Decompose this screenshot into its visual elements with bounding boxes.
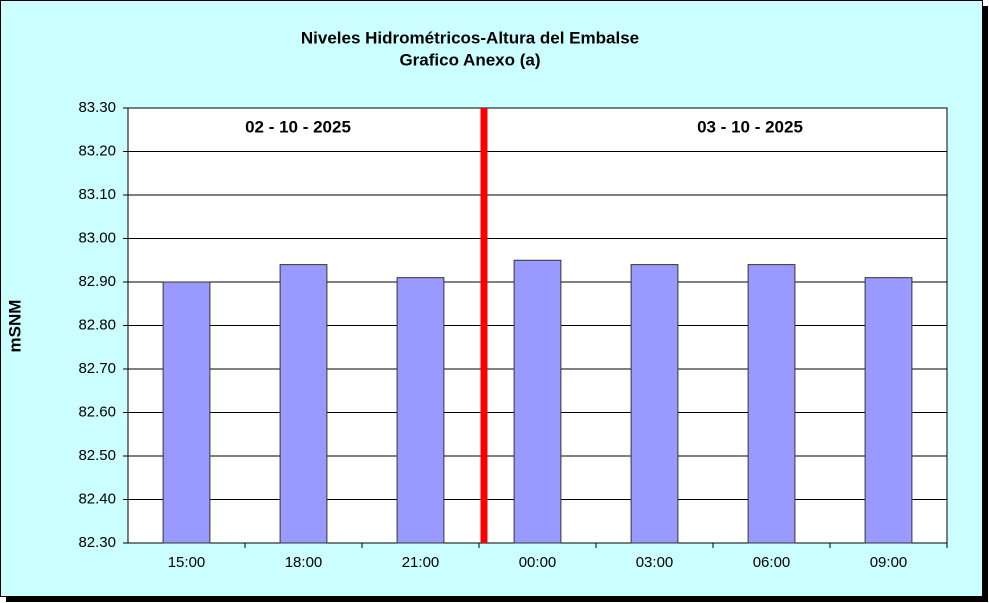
x-tick-label: 06:00	[753, 554, 791, 571]
bar	[396, 277, 445, 544]
y-tick-label: 82.40	[78, 490, 116, 507]
date-annotation: 03 - 10 - 2025	[697, 117, 803, 136]
y-tick-label: 83.30	[78, 99, 116, 116]
bar	[630, 264, 679, 544]
x-tick-label: 18:00	[285, 554, 323, 571]
bar	[864, 277, 913, 544]
y-tick-label: 82.30	[78, 534, 116, 551]
date-annotation: 02 - 10 - 2025	[245, 117, 351, 136]
bar	[513, 259, 562, 544]
x-tick-label: 15:00	[168, 554, 206, 571]
x-tick-label: 00:00	[519, 554, 557, 571]
bar	[162, 281, 211, 544]
y-tick-label: 83.00	[78, 229, 116, 246]
x-tick-label: 21:00	[402, 554, 440, 571]
y-tick-label: 82.90	[78, 273, 116, 290]
y-tick-label: 82.60	[78, 403, 116, 420]
x-tick-label: 09:00	[870, 554, 908, 571]
y-tick-label: 83.10	[78, 186, 116, 203]
y-axis-title: mSNM	[5, 300, 24, 353]
y-tick-label: 82.70	[78, 360, 116, 377]
y-tick-label: 82.80	[78, 316, 116, 333]
chart-title: Niveles Hidrométricos-Altura del Embalse	[301, 28, 639, 47]
y-tick-label: 83.20	[78, 142, 116, 159]
y-tick-label: 82.50	[78, 447, 116, 464]
bar	[747, 264, 796, 544]
chart-subtitle: Grafico Anexo (a)	[399, 50, 540, 69]
bar	[279, 264, 328, 544]
x-tick-label: 03:00	[636, 554, 674, 571]
